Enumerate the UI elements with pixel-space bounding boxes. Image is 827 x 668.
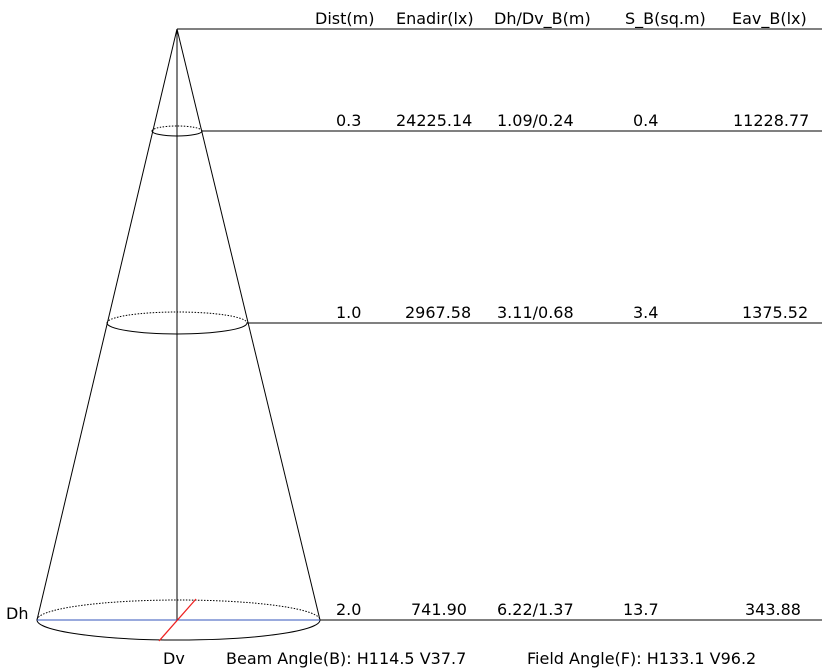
row-eav-b: 1375.52: [742, 303, 808, 322]
table-row: 2.0 741.90 6.22/1.37 13.7 343.88: [336, 600, 801, 619]
beam-ellipse-back-0.3: [151, 125, 203, 132]
header-dh-dv: Dh/Dv_B(m): [494, 9, 591, 29]
header-dist: Dist(m): [315, 9, 374, 28]
field-angle-label: Field Angle(F): H133.1 V96.2: [527, 649, 756, 668]
row-enadir: 2967.58: [405, 303, 471, 322]
header-eav-b: Eav_B(lx): [732, 9, 807, 29]
beam-ellipse-front-0.3: [151, 130, 203, 137]
beam-ellipse-front-2.0: [36, 619, 321, 641]
row-s-b: 13.7: [623, 600, 659, 619]
row-s-b: 3.4: [633, 303, 658, 322]
header-s-b: S_B(sq.m): [625, 9, 706, 29]
table-row: 0.3 24225.14 1.09/0.24 0.4 11228.77: [336, 111, 809, 130]
row-dh-dv: 6.22/1.37: [497, 600, 574, 619]
row-enadir: 24225.14: [396, 111, 472, 130]
row-eav-b: 343.88: [745, 600, 801, 619]
header-enadir: Enadir(lx): [396, 9, 474, 28]
beam-ellipse-back-2.0: [36, 599, 321, 621]
row-dh-dv: 1.09/0.24: [497, 111, 574, 130]
row-dist: 2.0: [336, 600, 361, 619]
dv-axis-line: [158, 598, 197, 642]
table-row: 1.0 2967.58 3.11/0.68 3.4 1375.52: [336, 303, 808, 322]
dh-label: Dh: [6, 604, 28, 623]
cone-left-edge: [36, 28, 178, 621]
cone-right-edge: [176, 28, 321, 621]
beam-ellipse-front-1.0: [106, 322, 248, 335]
row-eav-b: 11228.77: [733, 111, 809, 130]
row-dist: 1.0: [336, 303, 361, 322]
row-enadir: 741.90: [411, 600, 467, 619]
row-dist: 0.3: [336, 111, 361, 130]
dv-label: Dv: [163, 649, 185, 668]
row-dh-dv: 3.11/0.68: [497, 303, 574, 322]
beam-ellipse-back-1.0: [106, 311, 248, 324]
beam-angle-label: Beam Angle(B): H114.5 V37.7: [226, 649, 466, 668]
row-s-b: 0.4: [633, 111, 658, 130]
